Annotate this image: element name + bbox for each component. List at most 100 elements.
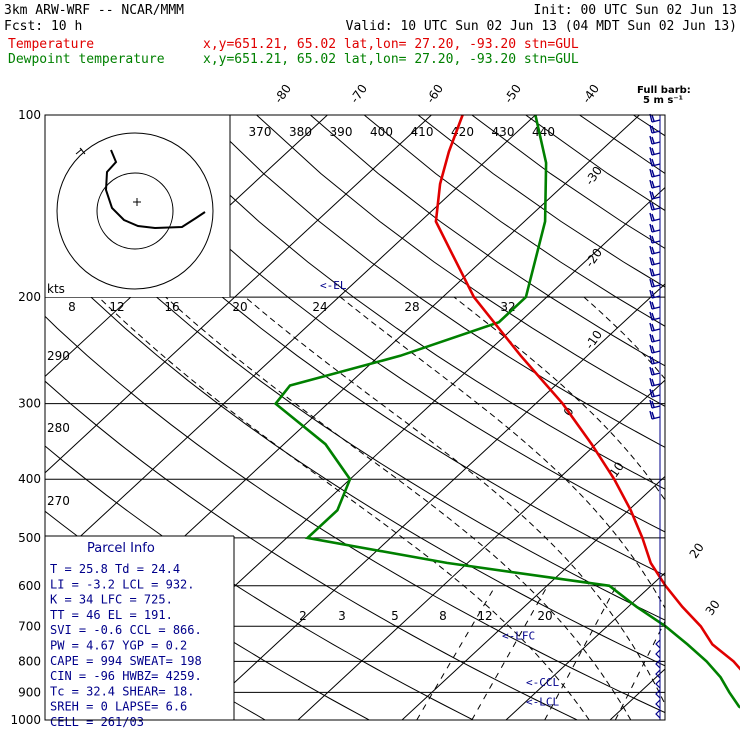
parcel-info-row: Tc = 32.4 SHEAR= 18. <box>50 684 195 698</box>
pressure-tick-label: 300 <box>18 397 41 411</box>
temperature-profile <box>434 114 740 671</box>
pressure-tick-label: 1000 <box>10 713 41 727</box>
moist-adiabat-line <box>165 296 632 720</box>
wind-barb <box>649 388 661 398</box>
isotherm-line <box>193 283 665 720</box>
wind-barb <box>649 399 661 409</box>
dewpoint-legend: Dewpoint temperature <box>8 52 165 67</box>
theta-e-label: 400 <box>370 125 393 139</box>
wind-barb <box>649 410 661 420</box>
hodograph-unit: kts <box>47 282 65 296</box>
isotherm-line <box>401 475 665 720</box>
isotherm-label: -50 <box>501 82 524 106</box>
parcel-info-row: CELL = 261/03 <box>50 715 144 729</box>
mixing-ratio-label: 5 <box>391 609 399 623</box>
isotherm-label: -20 <box>582 246 605 270</box>
theta-e-label: 370 <box>249 125 272 139</box>
hodograph-inner-ring <box>96 172 174 250</box>
mixing-ratio-line <box>416 585 496 720</box>
wind-barb <box>649 135 661 145</box>
wind-barb <box>649 201 661 211</box>
mixing-ratio-label: 8 <box>439 609 447 623</box>
wind-barb <box>649 146 661 156</box>
wind-barb <box>649 377 661 387</box>
dry-adiabat-line <box>45 250 665 667</box>
theta-e-label: 430 <box>492 125 515 139</box>
wind-barb <box>649 311 661 321</box>
isotherm-label: -60 <box>423 82 446 106</box>
wind-barb <box>649 245 661 255</box>
wind-barb <box>649 355 661 365</box>
model-title: 3km ARW-WRF -- NCAR/MMM <box>4 3 184 18</box>
dry-adiabat-line <box>45 184 665 621</box>
dry-adiabat-line <box>94 115 665 533</box>
wind-barb <box>655 649 661 659</box>
theta-e-label: 410 <box>411 125 434 139</box>
level-annotation: <-LCL <box>526 695 559 708</box>
dry-adiabat-line <box>148 115 665 490</box>
init-time: Init: 00 UTC Sun 02 Jun 13 <box>534 3 738 18</box>
wind-barb <box>649 157 661 167</box>
mixing-ratio-label: 2 <box>299 609 307 623</box>
parcel-info-title: Parcel Info <box>87 541 155 556</box>
wind-barb <box>649 278 661 288</box>
pressure-tick-label: 600 <box>18 579 41 593</box>
isotherm-label: 20 <box>687 540 707 561</box>
isotherm-line <box>45 115 536 570</box>
pressure-tick-label: 800 <box>18 654 41 668</box>
isotherm-label: -80 <box>271 82 294 106</box>
dry-adiabat-line <box>202 115 665 448</box>
isotherm-label: -40 <box>579 82 602 106</box>
pressure-tick-label: 100 <box>18 108 41 122</box>
isotherm-line <box>0 115 15 733</box>
wind-barb <box>649 333 661 343</box>
parcel-info-row: SREH = 0 LAPSE= 6.6 <box>50 700 187 714</box>
parcel-info-row: TT = 46 EL = 191. <box>50 608 173 622</box>
hodograph-outer-ring <box>56 132 214 290</box>
dry-adiabat-label: 280 <box>47 421 70 435</box>
isotherm-label: -10 <box>582 328 605 352</box>
dry-adiabat-label: 290 <box>47 349 70 363</box>
isotherm-line <box>700 115 740 733</box>
dry-adiabat-line <box>310 115 665 367</box>
forecast-hour: Fcst: 10 h <box>4 19 82 34</box>
moist-adiabat-label: 8 <box>68 300 76 314</box>
theta-e-label: 390 <box>330 125 353 139</box>
parcel-info-box: Parcel Info T = 25.8 Td = 24.4LI = -3.2 … <box>45 535 235 729</box>
wind-barb <box>649 322 661 332</box>
temperature-station-info: x,y=651.21, 65.02 lat,lon= 27.20, -93.20… <box>203 37 579 52</box>
moist-adiabat-label: 28 <box>404 300 419 314</box>
wind-barb <box>649 366 661 376</box>
wind-barb <box>649 190 661 200</box>
dry-adiabat-line <box>45 380 579 720</box>
dewpoint-profile <box>273 114 740 709</box>
moist-adiabat-label: 24 <box>312 300 327 314</box>
pressure-tick-label: 500 <box>18 531 41 545</box>
dry-adiabat-line <box>45 118 665 577</box>
dry-adiabat-line <box>525 115 665 212</box>
wind-barbs <box>649 113 661 719</box>
wind-barb <box>655 659 661 669</box>
parcel-info-row: LI = -3.2 LCL = 932. <box>50 577 195 591</box>
wind-barb <box>655 689 661 699</box>
level-annotation: <-LFC <box>502 630 535 643</box>
dry-adiabat-line <box>45 315 665 714</box>
wind-barb <box>649 179 661 189</box>
parcel-info-row: CAPE = 994 SWEAT= 198 <box>50 654 202 668</box>
storm-motion-marker <box>133 198 141 206</box>
wind-barb <box>649 300 661 310</box>
moist-adiabat-label: 20 <box>232 300 247 314</box>
moist-adiabat-line <box>583 296 665 380</box>
parcel-info-row: PW = 4.67 YGP = 0.2 <box>50 639 187 653</box>
parcel-info-row: SVI = -0.6 CCL = 866. <box>50 623 202 637</box>
wind-barb <box>649 256 661 266</box>
moist-adiabat-line <box>244 296 665 706</box>
level-annotation: <-CCL <box>526 676 559 689</box>
parcel-info-row: CIN = -96 HWBZ= 4259. <box>50 669 202 683</box>
dry-adiabat-line <box>256 115 665 407</box>
hodograph-trace <box>104 149 206 230</box>
wind-barb <box>649 289 661 299</box>
isotherm-line <box>505 572 665 720</box>
mixing-ratio-label: 12 <box>477 609 492 623</box>
